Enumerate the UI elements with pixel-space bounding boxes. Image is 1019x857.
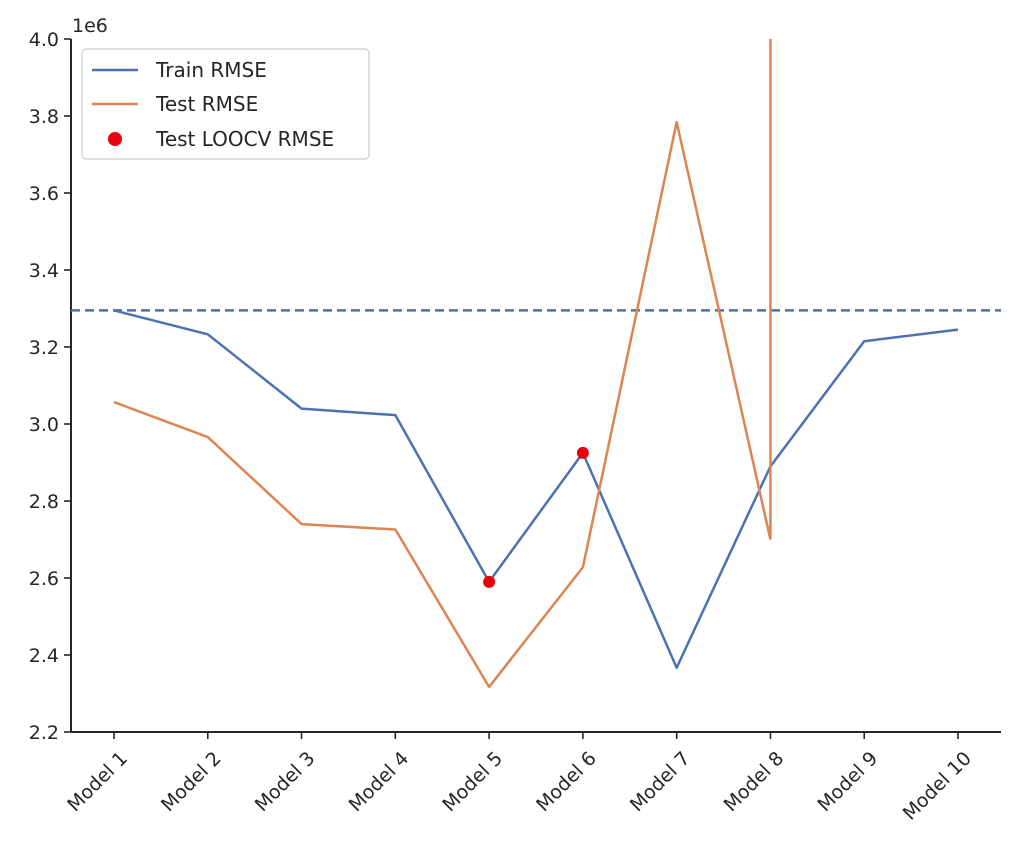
series-line-train-rmse (113, 309, 959, 669)
y-tick-label: 3.0 (29, 414, 59, 436)
x-tick-label: Model 2 (157, 747, 226, 816)
x-ticks: Model 1 Model 2 Model 3 Model 4 Model 5 Model… (63, 732, 976, 825)
series-group (113, 39, 959, 689)
legend: Train RMSE Test RMSE Test LOOCV RMSE (81, 48, 370, 160)
y-tick-label: 3.2 (29, 337, 59, 359)
x-tick-label: Model 10 (899, 747, 976, 824)
axes (70, 39, 1001, 733)
y-tick-label: 3.6 (29, 183, 59, 205)
x-tick-label: Model 3 (251, 747, 320, 816)
y-tick-label: 2.2 (29, 722, 59, 744)
legend-label: Test RMSE (155, 92, 258, 116)
series-line-test-rmse (113, 120, 772, 689)
y-ticks: 2.2 2.4 2.6 2.8 3.0 3.2 3.4 3.6 3.8 4.0 (29, 29, 71, 744)
legend-marker-swatch (108, 132, 122, 146)
x-tick-label: Model 6 (532, 747, 601, 816)
loocv-point (483, 575, 496, 588)
x-tick-label: Model 4 (345, 747, 414, 816)
x-tick-label: Model 8 (720, 747, 789, 816)
y-tick-label: 3.4 (29, 260, 59, 282)
loocv-point (576, 446, 589, 459)
y-tick-label: 2.8 (29, 491, 59, 513)
x-tick-label: Model 5 (438, 747, 507, 816)
y-scale-label: 1e6 (72, 15, 108, 37)
y-tick-label: 2.6 (29, 568, 59, 590)
y-tick-label: 2.4 (29, 645, 59, 667)
legend-label: Train RMSE (155, 58, 267, 82)
x-tick-label: Model 9 (813, 747, 882, 816)
y-tick-label: 4.0 (29, 29, 59, 51)
legend-label: Test LOOCV RMSE (155, 127, 334, 151)
y-tick-label: 3.8 (29, 106, 59, 128)
legend-box (81, 48, 370, 160)
x-tick-label: Model 7 (626, 747, 695, 816)
x-tick-label: Model 1 (63, 747, 132, 816)
